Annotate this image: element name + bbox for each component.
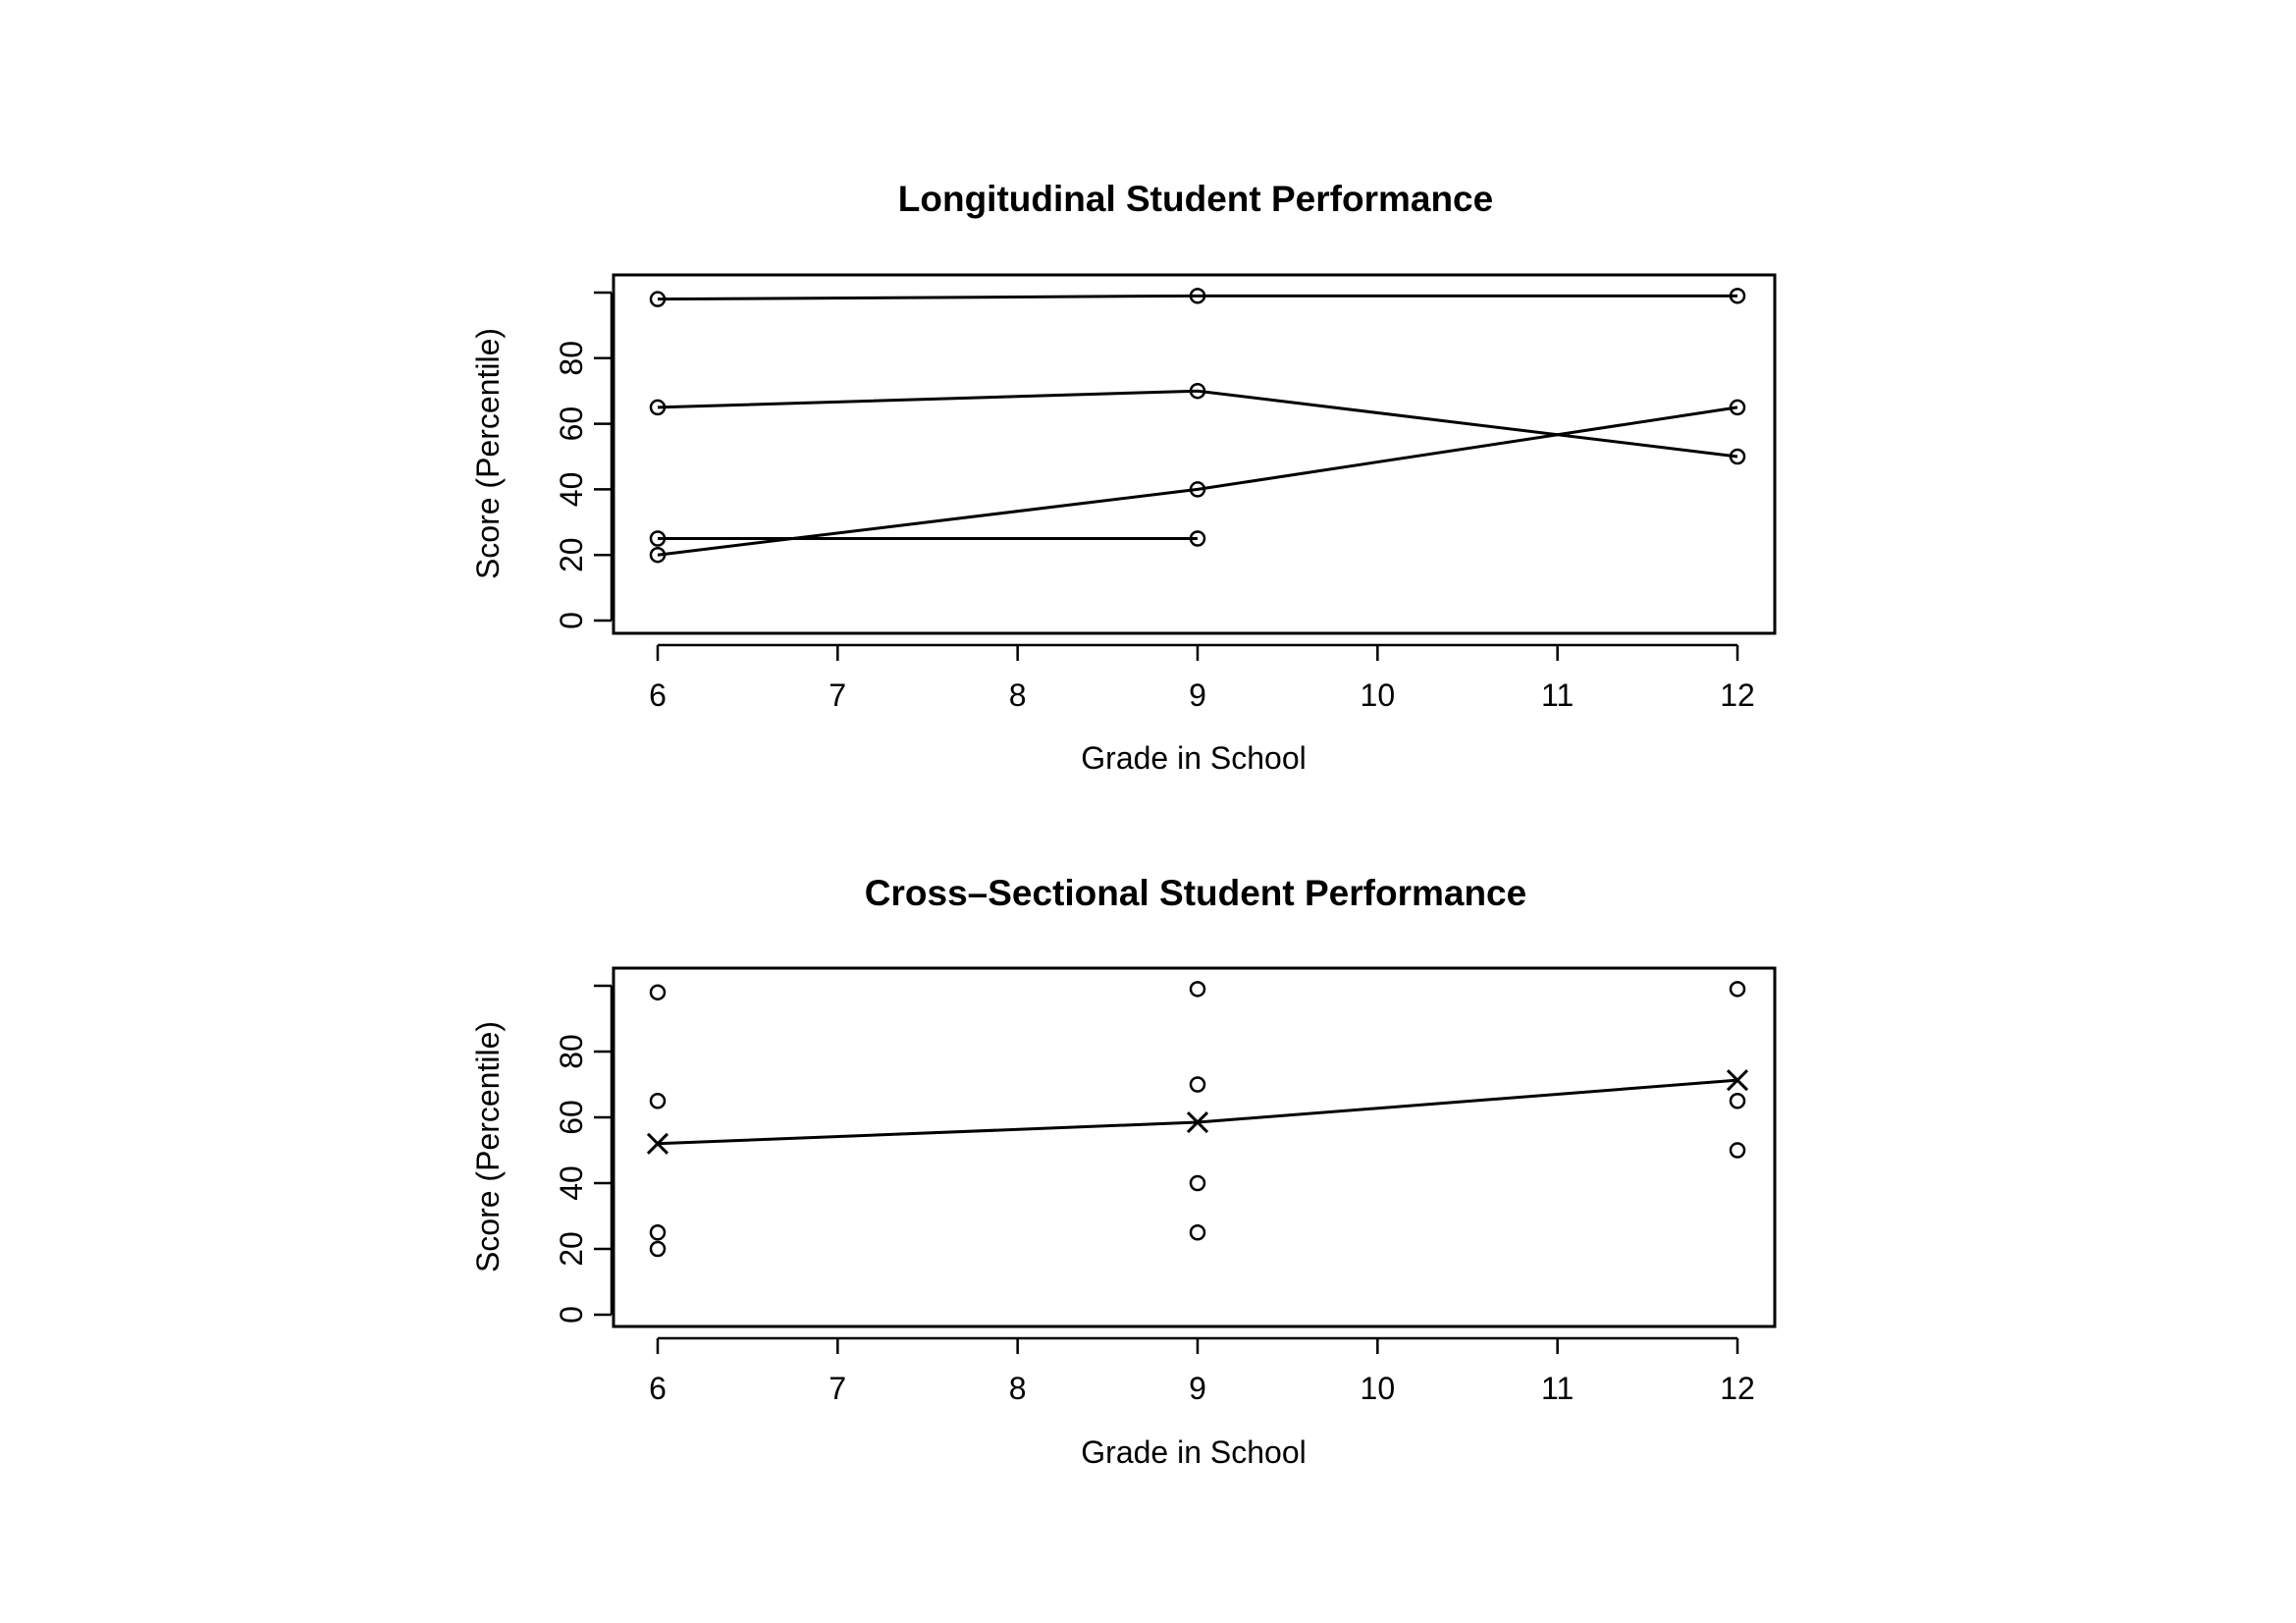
data-point [1189, 981, 1206, 998]
data-point [649, 1240, 667, 1258]
y-tick-label: 80 [554, 341, 589, 376]
data-point [1729, 1142, 1746, 1159]
y-axis: 0 20 40 60 80 [554, 291, 614, 629]
data-point [649, 984, 667, 1001]
data-point [1729, 399, 1746, 416]
data-point [1729, 448, 1746, 465]
data-point [1189, 1174, 1206, 1192]
data-point [1729, 1093, 1746, 1109]
data-point [649, 530, 667, 547]
plot-frame [612, 966, 1777, 1328]
x-tick-label: 12 [1720, 1371, 1755, 1406]
x-axis: 6 7 8 9 10 11 12 [649, 643, 1755, 713]
chart-title: Longitudinal Student Performance [898, 179, 1493, 219]
data-point [1189, 481, 1206, 498]
x-tick-label: 9 [1189, 1371, 1206, 1406]
x-tick-label: 8 [1009, 677, 1027, 713]
series-line [657, 389, 1738, 459]
x-tick-label: 7 [828, 1371, 846, 1406]
x-tick-label: 9 [1189, 677, 1206, 713]
plot-marks [649, 288, 1746, 564]
x-axis: 6 7 8 9 10 11 12 [649, 1336, 1755, 1406]
y-tick-label: 80 [554, 1034, 589, 1069]
mean-marker [1726, 1069, 1749, 1092]
mean-marker [1186, 1110, 1209, 1134]
y-tick-label: 40 [554, 1165, 589, 1201]
y-tick-label: 20 [554, 1231, 589, 1267]
series-line [657, 294, 1737, 301]
mean-line [657, 1078, 1738, 1146]
data-point [1189, 1076, 1206, 1093]
y-tick-label: 0 [554, 612, 589, 629]
x-axis-label: Grade in School [1081, 1434, 1306, 1470]
y-tick-label: 40 [554, 472, 589, 508]
data-point [649, 1224, 667, 1241]
longitudinal-chart: Longitudinal Student Performance Grade i… [470, 179, 1777, 776]
x-tick-label: 6 [649, 677, 667, 713]
series-line [657, 406, 1738, 557]
data-point [1729, 288, 1746, 304]
data-point [649, 546, 667, 564]
x-tick-label: 10 [1361, 1371, 1396, 1406]
data-point [649, 291, 667, 307]
x-tick-label: 12 [1720, 677, 1755, 713]
chart-title: Cross–Sectional Student Performance [865, 873, 1526, 913]
y-tick-label: 60 [554, 1100, 589, 1135]
data-point [649, 399, 667, 416]
x-tick-label: 11 [1541, 677, 1574, 713]
data-point [1729, 981, 1746, 998]
data-point [1189, 382, 1206, 400]
mean-marker-stroke [646, 1132, 669, 1155]
x-tick-label: 6 [649, 1371, 667, 1406]
plot-frame [612, 273, 1777, 635]
mean-marker [646, 1132, 669, 1155]
plot-marks [646, 981, 1749, 1258]
data-point [649, 1093, 667, 1109]
mean-marker-stroke [1726, 1069, 1749, 1092]
mean-marker-stroke [1186, 1110, 1209, 1134]
x-tick-label: 11 [1541, 1371, 1574, 1406]
data-point [1189, 1224, 1206, 1241]
x-tick-label: 10 [1361, 677, 1396, 713]
data-point [1189, 530, 1206, 547]
y-tick-label: 20 [554, 537, 589, 572]
y-tick-label: 0 [554, 1306, 589, 1324]
x-axis-label: Grade in School [1081, 740, 1306, 776]
y-axis-label: Score (Percentile) [470, 328, 506, 579]
y-tick-label: 60 [554, 406, 589, 442]
cross-sectional-chart: Cross–Sectional Student Performance Grad… [470, 873, 1777, 1470]
x-tick-label: 8 [1009, 1371, 1027, 1406]
y-axis-label: Score (Percentile) [470, 1021, 506, 1272]
y-axis: 0 20 40 60 80 [554, 984, 614, 1324]
data-point [1189, 288, 1206, 304]
x-tick-label: 7 [828, 677, 846, 713]
